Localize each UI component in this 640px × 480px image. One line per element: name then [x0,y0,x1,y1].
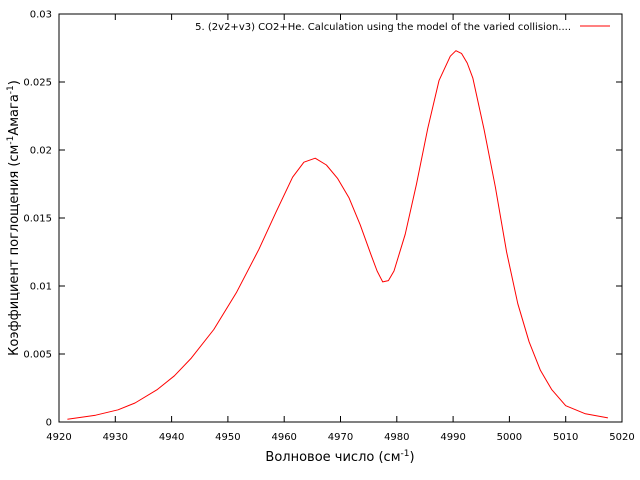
x-tick-label: 5000 [497,432,522,443]
plot-frame [58,13,623,423]
x-tick-label: 4950 [215,432,240,443]
x-tick-label: 4920 [46,432,71,443]
x-tick-label: 4930 [103,432,128,443]
y-axis: 0 0.005 0.01 0.015 0.02 0.025 0.03 [23,10,622,429]
x-tick-label: 4990 [440,432,465,443]
y-tick-label: 0.01 [30,282,52,293]
x-tick-label: 5020 [609,432,634,443]
x-tick-label: 4960 [271,432,296,443]
y-tick-label: 0.02 [30,146,52,157]
x-axis-title: Волновое число (см-1) [265,449,414,465]
y-tick-label: 0.025 [23,78,52,89]
x-axis: 4920 4930 4940 4950 4960 4970 4980 4990 5000 5010… [46,14,635,443]
y-tick-label: 0.03 [30,10,52,21]
legend: 5. (2v2+v3) CO2+He. Calculation using th… [195,22,610,33]
y-tick-label: 0.005 [23,350,52,361]
x-tick-label: 4980 [384,432,409,443]
legend-label: 5. (2v2+v3) CO2+He. Calculation using th… [195,22,571,33]
x-tick-label: 4970 [328,432,353,443]
y-tick-label: 0 [46,418,52,429]
x-tick-label: 4940 [159,432,184,443]
y-tick-label: 0.015 [23,214,52,225]
series-line [67,50,608,420]
x-tick-label: 5010 [553,432,578,443]
y-axis-title: Коэффициент поглощения (см-1Амага-1) [6,80,22,356]
series-layer [67,50,608,420]
